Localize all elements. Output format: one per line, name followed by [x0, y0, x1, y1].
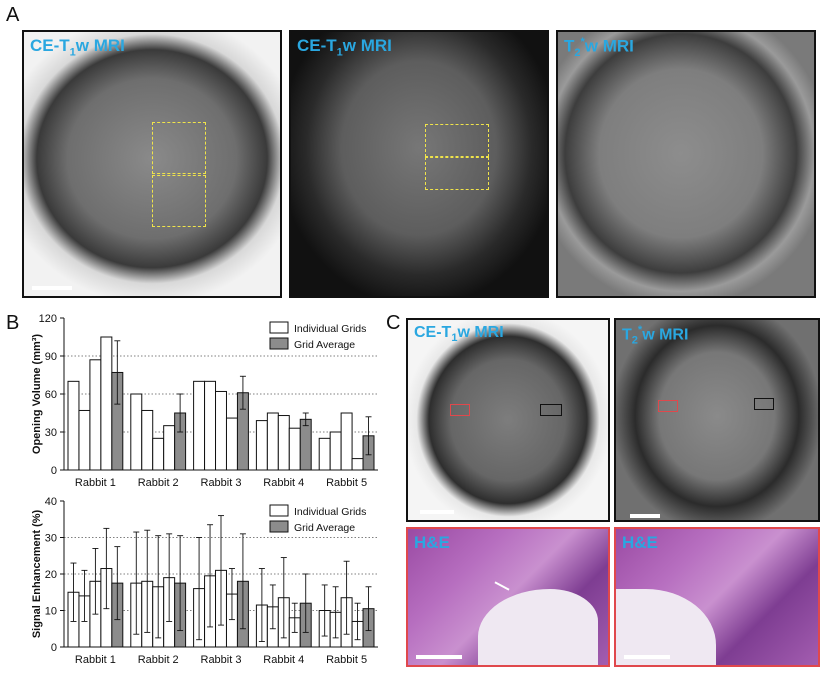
roi-box-upper [152, 122, 206, 174]
panel-a-image-2-title: CE-T1w MRI [297, 36, 392, 59]
bar-individual-grid [100, 336, 113, 471]
category-label: Rabbit 2 [138, 477, 179, 489]
panel-label-c: C [386, 312, 401, 334]
category-label: Rabbit 3 [201, 654, 242, 666]
panel-a-image-1-title: CE-T1w MRI [30, 36, 125, 59]
legend-swatch-average [269, 520, 289, 533]
panel-c-mri-1-title: CE-T1w MRI [414, 324, 504, 345]
panel-c-mri-2: T2*w MRI [614, 318, 820, 522]
bar-individual-grid [130, 393, 143, 471]
bar-individual-grid [255, 420, 268, 471]
roi-box-lower [152, 175, 206, 227]
category-label: Rabbit 2 [138, 654, 179, 666]
panel-a-image-3-title: T2*w MRI [564, 36, 634, 60]
y-tick-label: 60 [45, 389, 57, 401]
scale-bar [420, 510, 454, 514]
legend-label-average: Grid Average [294, 339, 355, 351]
bar-individual-grid [152, 437, 165, 471]
bar-individual-grid [67, 380, 80, 471]
panel-c-histology-1: H&E [406, 527, 610, 667]
panel-c-histology-2: H&E [614, 527, 820, 667]
scale-bar [32, 286, 72, 290]
bar-individual-grid [288, 427, 301, 471]
y-axis-label: Signal Enhancement (%) [31, 509, 43, 638]
roi-box-red [658, 400, 678, 412]
scale-bar [630, 514, 660, 518]
y-tick-label: 40 [45, 496, 57, 508]
roi-box-lower [425, 157, 489, 190]
vessel-region [478, 589, 598, 665]
legend-label-average: Grid Average [294, 522, 355, 534]
category-label: Rabbit 3 [201, 477, 242, 489]
category-label: Rabbit 1 [75, 654, 116, 666]
bar-individual-grid [266, 412, 279, 471]
bar-individual-grid [89, 359, 102, 471]
panel-a-image-1: CE-T1w MRI [22, 30, 282, 298]
panel-c-mri-2-title: T2*w MRI [622, 324, 689, 347]
bar-individual-grid [78, 409, 91, 471]
panel-label-a: A [6, 4, 20, 26]
bar-individual-grid [215, 390, 227, 471]
roi-box-upper [425, 124, 489, 157]
y-tick-label: 90 [45, 351, 57, 363]
bar-individual-grid [318, 437, 331, 471]
panel-c-histology-1-title: H&E [414, 533, 450, 552]
scale-bar [416, 655, 462, 659]
legend-swatch-individual [269, 504, 289, 517]
panel-c-histology-2-title: H&E [622, 533, 658, 552]
y-tick-label: 30 [45, 427, 57, 439]
panel-a-image-3: T2*w MRI [556, 30, 816, 298]
legend-label-individual: Individual Grids [294, 323, 366, 335]
category-label: Rabbit 4 [263, 477, 304, 489]
bar-individual-grid [141, 409, 154, 471]
legend-swatch-average [269, 337, 289, 350]
bar-grid-average [299, 418, 312, 471]
bar-individual-grid [193, 380, 206, 471]
y-tick-label: 0 [51, 642, 57, 654]
roi-box-black [754, 398, 774, 410]
panel-label-b: B [6, 312, 20, 334]
bar-individual-grid [351, 458, 364, 471]
category-label: Rabbit 5 [326, 477, 367, 489]
y-tick-label: 120 [39, 313, 57, 325]
legend-swatch-individual [269, 321, 289, 334]
arrow-icon [494, 581, 510, 591]
y-tick-label: 30 [45, 533, 57, 545]
y-tick-label: 20 [45, 569, 57, 581]
roi-box-red [450, 404, 470, 416]
y-tick-label: 0 [51, 465, 57, 477]
bar-individual-grid [329, 431, 342, 471]
scale-bar [624, 655, 670, 659]
legend-label-individual: Individual Grids [294, 506, 366, 518]
bar-individual-grid [340, 412, 353, 471]
opening-volume-chart: 0 30 60 90 120 Opening Volume (mm³) Rabbit 1 Ra… [31, 313, 378, 489]
y-axis-label: Opening Volume (mm³) [31, 334, 43, 455]
panel-a-image-2: CE-T1w MRI [289, 30, 549, 298]
category-label: Rabbit 1 [75, 477, 116, 489]
category-label: Rabbit 5 [326, 654, 367, 666]
roi-box-black [540, 404, 562, 416]
category-label: Rabbit 4 [263, 654, 304, 666]
panel-c-mri-1: CE-T1w MRI [406, 318, 610, 522]
bar-individual-grid [163, 425, 176, 471]
bar-individual-grid [225, 417, 238, 471]
bar-individual-grid [204, 380, 217, 471]
y-tick-label: 10 [45, 606, 57, 618]
bar-individual-grid [277, 415, 290, 471]
